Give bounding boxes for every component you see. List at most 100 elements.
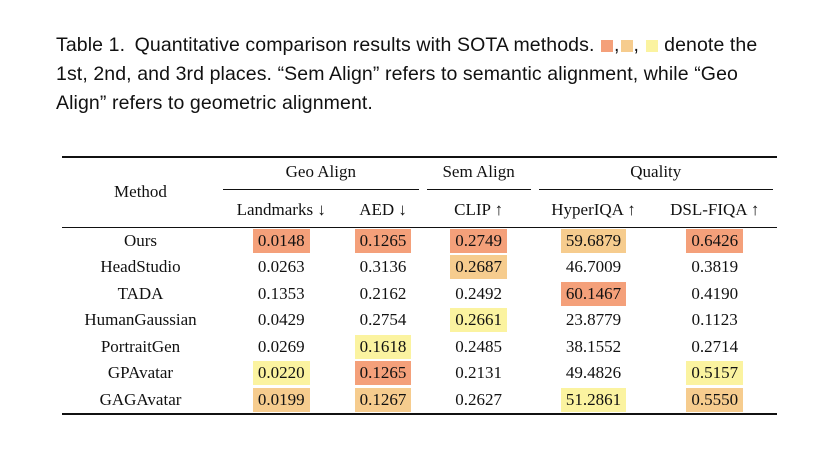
value-cell: 49.4826: [535, 360, 653, 387]
value-cell: 0.1353: [219, 281, 343, 308]
value-cell: 0.0269: [219, 334, 343, 361]
group-header-geo: Geo Align: [219, 157, 423, 193]
value-text: 0.1265: [354, 228, 412, 253]
value-cell: 0.2131: [423, 360, 535, 387]
value-text: 0.2627: [455, 389, 502, 409]
value-text: 51.2861: [560, 387, 627, 412]
method-cell: HumanGaussian: [84, 310, 197, 330]
value-cell: 0.1265: [343, 227, 422, 254]
caption-text-1: Quantitative comparison results with SOT…: [134, 34, 595, 56]
value-text: 0.1267: [354, 387, 412, 412]
value-cell: 0.1123: [652, 307, 777, 334]
value-text: 0.0199: [252, 387, 310, 412]
comparison-table: Method Geo Align Sem Align Quality Landm…: [62, 156, 777, 415]
group-header-quality: Quality: [535, 157, 777, 193]
value-cell: 0.2492: [423, 281, 535, 308]
value-text: 0.2485: [455, 336, 502, 356]
value-text: 0.3819: [691, 257, 739, 277]
value-cell: 0.2749: [423, 227, 535, 254]
third-place-swatch: [645, 40, 658, 52]
method-cell: Ours: [123, 230, 158, 250]
value-text: 0.5157: [686, 361, 744, 386]
value-text: 0.2162: [359, 283, 407, 303]
value-cell: 0.2687: [423, 254, 535, 281]
table-row: TADA 0.1353 0.2162 0.2492 60.1467 0.4190: [62, 281, 777, 308]
value-cell: 60.1467: [535, 281, 653, 308]
column-header: CLIP ↑: [454, 199, 504, 219]
method-cell: GAGAvatar: [99, 389, 182, 409]
value-cell: 0.4190: [652, 281, 777, 308]
value-text: 23.8779: [565, 310, 622, 330]
value-text: 0.0263: [257, 257, 305, 277]
method-header: Method: [62, 157, 219, 228]
value-cell: 38.1552: [535, 334, 653, 361]
caption-text-2: denote the 1st, 2nd, and 3rd places. “Se…: [56, 34, 758, 114]
value-cell: 0.3136: [343, 254, 422, 281]
value-text: 0.1353: [257, 283, 305, 303]
table-row: Ours 0.0148 0.1265 0.2749 59.6879 0.6426: [62, 227, 777, 254]
caption-label: Table 1.: [56, 34, 126, 56]
table-row: HeadStudio 0.0263 0.3136 0.2687 46.7009 0.381…: [62, 254, 777, 281]
value-text: 0.2131: [455, 363, 502, 383]
column-header: HyperIQA ↑: [551, 199, 636, 219]
value-cell: 0.0199: [219, 387, 343, 415]
value-cell: 0.5550: [652, 387, 777, 415]
value-text: 0.0269: [257, 336, 305, 356]
value-cell: 0.1265: [343, 360, 422, 387]
method-cell: PortraitGen: [100, 336, 181, 356]
value-text: 0.0429: [257, 310, 305, 330]
value-text: 60.1467: [560, 281, 627, 306]
value-text: 0.1618: [354, 334, 412, 359]
second-place-swatch: [620, 40, 633, 52]
group-header-sem: Sem Align: [423, 157, 535, 193]
value-text: 0.3136: [359, 257, 407, 277]
value-text: 38.1552: [565, 336, 622, 356]
table-caption: Table 1. Quantitative comparison results…: [56, 31, 791, 118]
value-cell: 0.0263: [219, 254, 343, 281]
value-cell: 0.2661: [423, 307, 535, 334]
value-text: 0.0220: [252, 361, 310, 386]
value-cell: 0.6426: [652, 227, 777, 254]
value-text: 0.2492: [455, 283, 502, 303]
value-text: 0.0148: [252, 228, 310, 253]
value-cell: 23.8779: [535, 307, 653, 334]
value-cell: 0.0429: [219, 307, 343, 334]
column-header: Landmarks ↓: [236, 199, 326, 219]
value-cell: 51.2861: [535, 387, 653, 415]
value-text: 0.1123: [691, 310, 738, 330]
table-row: PortraitGen 0.0269 0.1618 0.2485 38.1552 0.27…: [62, 334, 777, 361]
value-text: 0.1265: [354, 361, 412, 386]
value-cell: 0.2162: [343, 281, 422, 308]
column-header: AED ↓: [359, 199, 407, 219]
first-place-swatch: [601, 40, 614, 52]
value-text: 0.4190: [691, 283, 739, 303]
value-text: 0.5550: [686, 387, 744, 412]
value-text: 0.2749: [450, 228, 507, 253]
column-header: DSL-FIQA ↑: [670, 199, 760, 219]
value-cell: 0.3819: [652, 254, 777, 281]
value-cell: 0.0148: [219, 227, 343, 254]
method-cell: GPAvatar: [107, 363, 174, 383]
value-cell: 59.6879: [535, 227, 653, 254]
value-text: 0.2714: [691, 336, 739, 356]
value-text: 46.7009: [565, 257, 622, 277]
value-cell: 0.5157: [652, 360, 777, 387]
table-row: GPAvatar 0.0220 0.1265 0.2131 49.4826 0.5157: [62, 360, 777, 387]
value-text: 0.6426: [686, 228, 744, 253]
value-cell: 0.1267: [343, 387, 422, 415]
value-cell: 46.7009: [535, 254, 653, 281]
value-cell: 0.2485: [423, 334, 535, 361]
caption-sep-1: ,: [614, 34, 620, 56]
value-cell: 0.2714: [652, 334, 777, 361]
table-row: GAGAvatar 0.0199 0.1267 0.2627 51.2861 0.5550: [62, 387, 777, 415]
value-text: 59.6879: [560, 228, 627, 253]
value-cell: 0.2754: [343, 307, 422, 334]
table-body: Ours 0.0148 0.1265 0.2749 59.6879 0.6426 HeadS…: [62, 227, 777, 414]
value-text: 0.2754: [359, 310, 407, 330]
table-row: HumanGaussian 0.0429 0.2754 0.2661 23.8779 0.…: [62, 307, 777, 334]
value-cell: 0.1618: [343, 334, 422, 361]
method-cell: TADA: [117, 283, 164, 303]
value-text: 0.2661: [450, 308, 507, 333]
value-text: 49.4826: [565, 363, 622, 383]
caption-sep-2: ,: [633, 34, 640, 56]
